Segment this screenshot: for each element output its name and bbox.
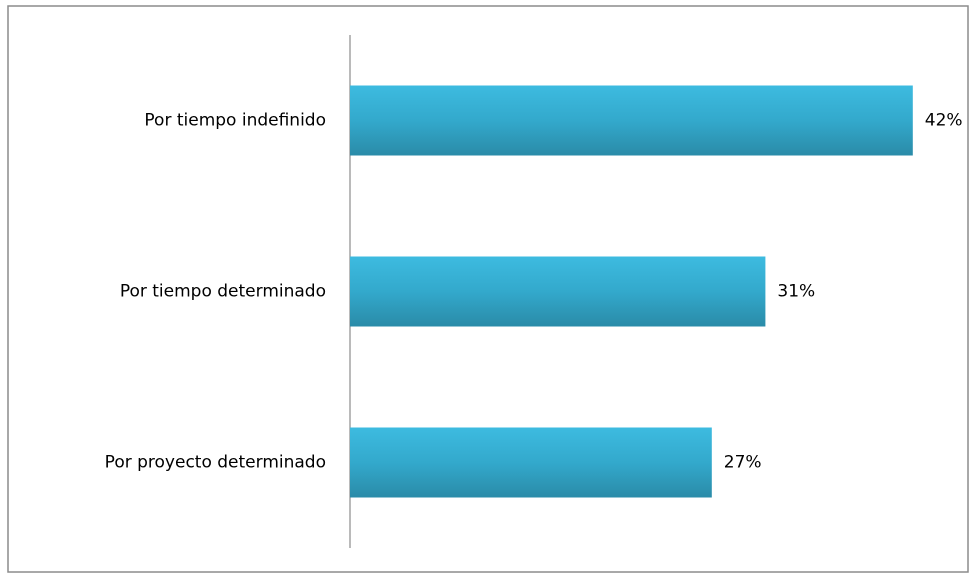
bar: [350, 256, 766, 327]
bar: [350, 427, 712, 498]
data-label: 27%: [724, 453, 762, 473]
category-label: Por tiempo indefinido: [144, 111, 326, 131]
bar: [350, 85, 913, 156]
category-label: Por tiempo determinado: [120, 282, 326, 302]
category-label: Por proyecto determinado: [105, 453, 326, 473]
data-label: 31%: [777, 282, 815, 302]
data-label: 42%: [925, 111, 963, 131]
